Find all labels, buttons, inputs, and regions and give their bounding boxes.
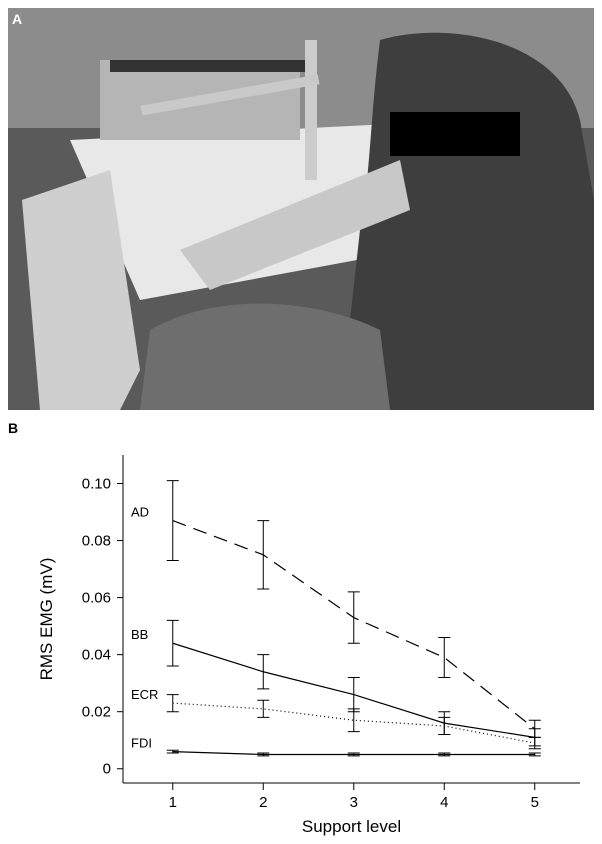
x-tick-label: 2 bbox=[259, 794, 267, 811]
series-label: ECR bbox=[131, 687, 158, 702]
panel-label: A bbox=[12, 11, 22, 27]
chart: 0 0.02 0.04 0.06 0.08 0.10 1 2 3 4 5 Support level R… bbox=[37, 455, 580, 836]
y-tick-label: 0.02 bbox=[82, 704, 111, 721]
x-tick-label: 5 bbox=[531, 794, 539, 811]
y-tick-label: 0.10 bbox=[82, 476, 111, 493]
error-bar bbox=[167, 620, 179, 666]
photo-arm-support bbox=[110, 60, 310, 72]
x-tick-label: 4 bbox=[440, 794, 448, 811]
photo-pole bbox=[305, 40, 317, 180]
x-tick-label: 1 bbox=[169, 794, 177, 811]
error-bar bbox=[257, 521, 269, 589]
y-tick-label: 0.06 bbox=[82, 590, 111, 607]
error-bar bbox=[438, 638, 450, 678]
error-bar bbox=[167, 481, 179, 561]
panel-label: B bbox=[8, 420, 18, 436]
x-axis-label: Support level bbox=[302, 817, 401, 836]
y-axis-label: RMS EMG (mV) bbox=[37, 558, 56, 681]
error-bar bbox=[348, 709, 360, 732]
series-label: BB bbox=[131, 627, 148, 642]
y-tick-label: 0.04 bbox=[82, 647, 111, 664]
figure: A B 0 0.02 0.04 0.06 0.08 0.10 1 2 3 4 5 Support le… bbox=[0, 0, 602, 839]
error-bar bbox=[257, 655, 269, 689]
error-bar bbox=[348, 592, 360, 643]
error-bar bbox=[348, 677, 360, 711]
series-label: AD bbox=[131, 505, 149, 520]
photo-cushion bbox=[140, 304, 390, 410]
x-tick-label: 3 bbox=[350, 794, 358, 811]
y-tick-label: 0.08 bbox=[82, 533, 111, 550]
y-tick-label: 0 bbox=[103, 761, 111, 778]
photo-mask bbox=[390, 112, 520, 156]
series-label: FDI bbox=[131, 736, 152, 751]
photo: A bbox=[8, 8, 594, 410]
error-bar bbox=[529, 737, 541, 748]
error-bar bbox=[257, 700, 269, 717]
